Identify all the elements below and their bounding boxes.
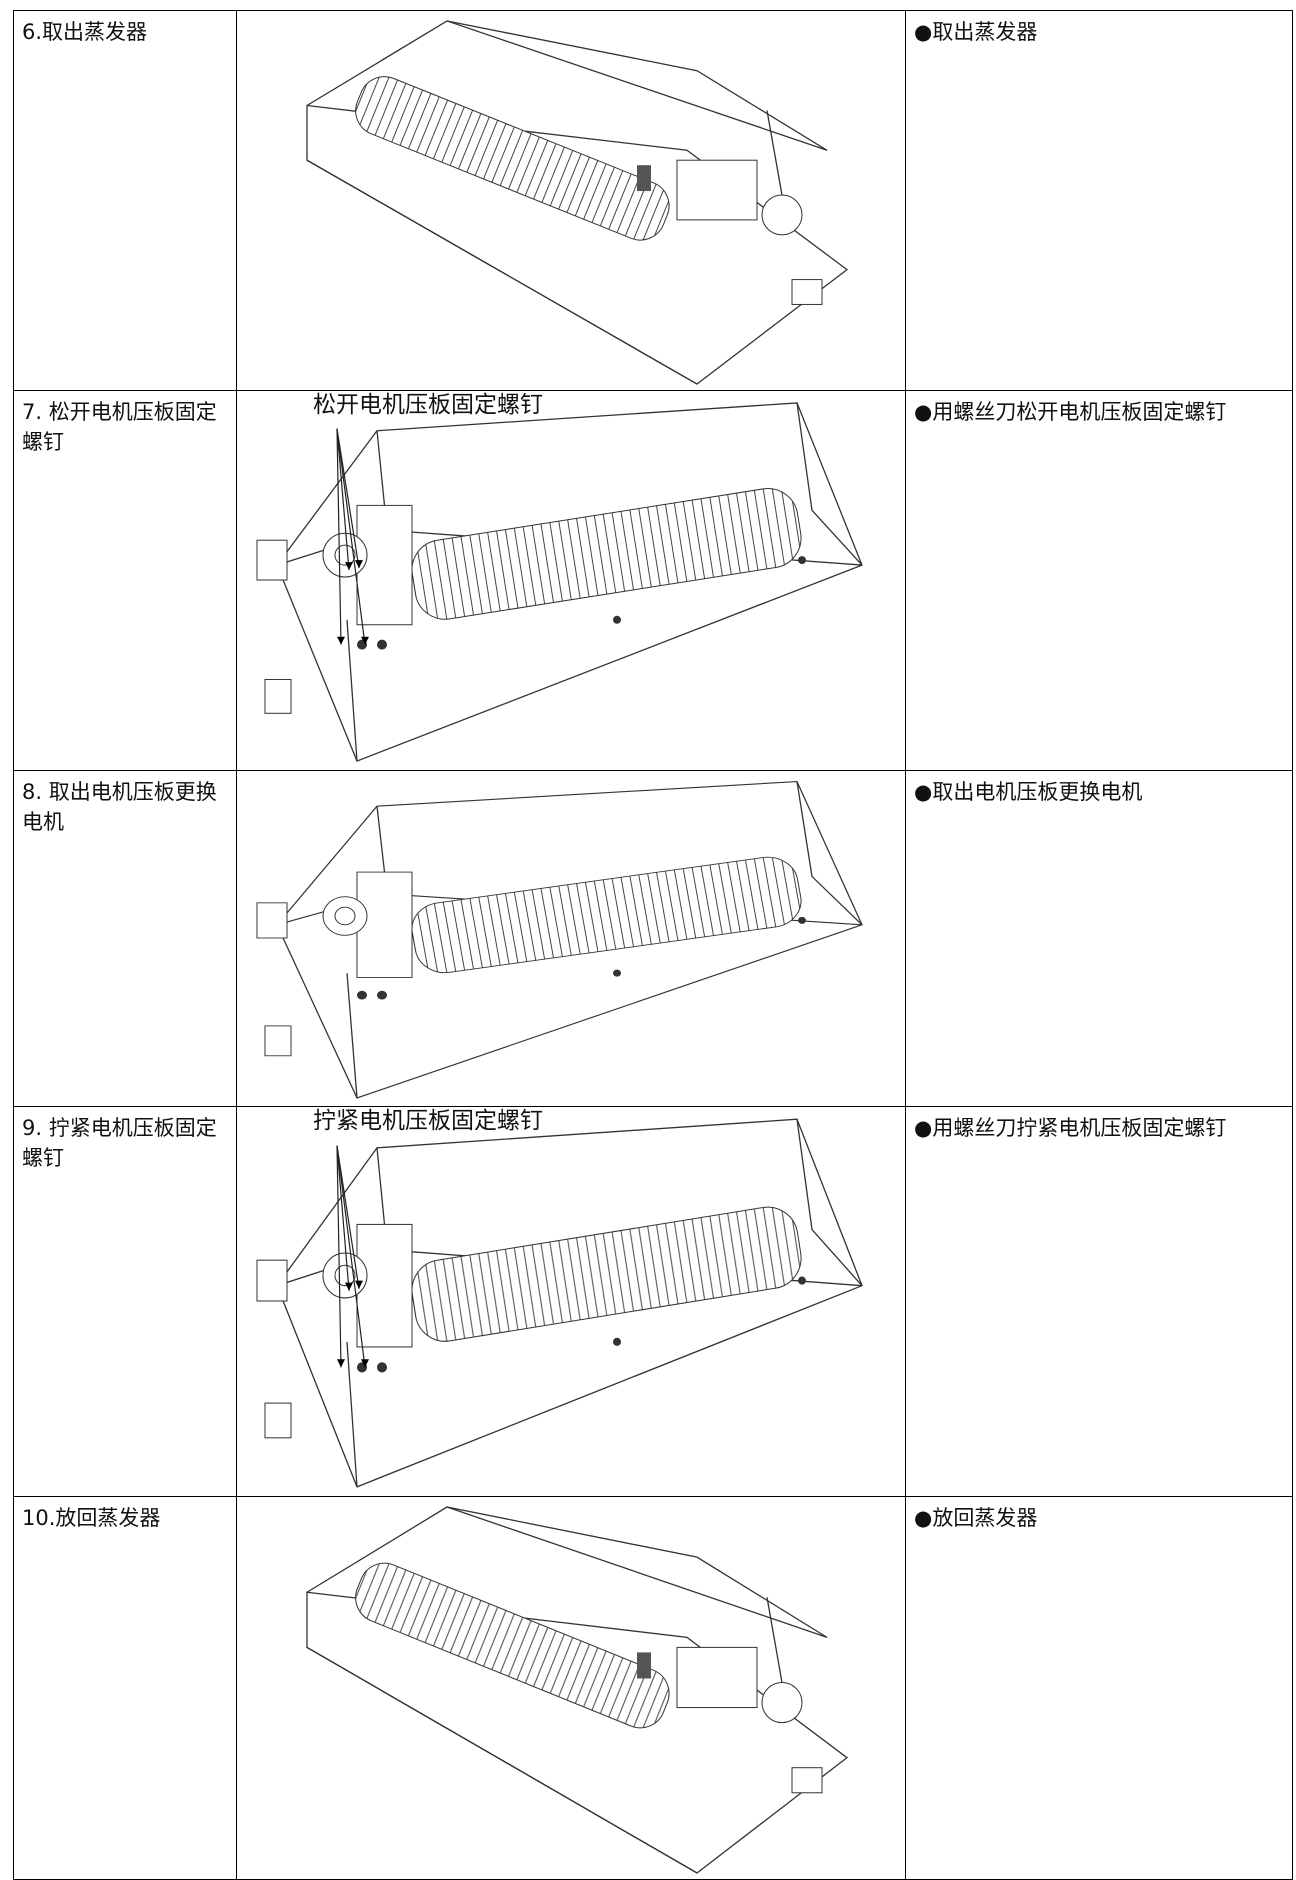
note-cell: ●用螺丝刀拧紧电机压板固定螺钉 (905, 1106, 1293, 1497)
step-cell: 7. 松开电机压板固定螺钉 (13, 390, 237, 771)
table-row: 9. 拧紧电机压板固定螺钉 拧紧电机压板固定螺钉 ●用螺丝刀拧紧电机压板固定螺钉 (13, 1106, 1293, 1497)
illustration (237, 1497, 905, 1878)
leader-line (336, 1145, 342, 1368)
table-row: 10.放回蒸发器 ●放回蒸发器 (13, 1496, 1293, 1880)
table-body: 6.取出蒸发器 ●取出蒸发器 7. 松开电机压板固定螺钉 松开电机压板固定螺钉 ●用螺丝… (13, 10, 1293, 1880)
arrow-head (345, 1282, 353, 1291)
unit-drawing (257, 403, 862, 761)
note-cell: ●放回蒸发器 (905, 1496, 1293, 1880)
steps-table: 6.取出蒸发器 ●取出蒸发器 7. 松开电机压板固定螺钉 松开电机压板固定螺钉 ●用螺丝… (13, 10, 1293, 1880)
leader-line (336, 428, 366, 645)
arrow-head (361, 636, 369, 645)
unit-drawing (257, 782, 862, 1098)
arrow-head (361, 1359, 369, 1368)
leader-line (336, 428, 350, 571)
arrow-head (355, 1280, 363, 1289)
note-cell: ●用螺丝刀松开电机压板固定螺钉 (905, 390, 1293, 771)
step-cell: 6.取出蒸发器 (13, 10, 237, 391)
image-cell: 拧紧电机压板固定螺钉 (236, 1106, 906, 1497)
unit-drawing (257, 1119, 862, 1487)
image-cell: 松开电机压板固定螺钉 (236, 390, 906, 771)
leader-line (336, 1145, 366, 1368)
callout-label: 松开电机压板固定螺钉 (313, 392, 543, 418)
unit-drawing (307, 21, 847, 384)
unit-drawing (307, 1507, 847, 1873)
leader-line (336, 428, 360, 569)
table-row: 8. 取出电机压板更换电机 ●取出电机压板更换电机 (13, 770, 1293, 1107)
table-row: 7. 松开电机压板固定螺钉 松开电机压板固定螺钉 ●用螺丝刀松开电机压板固定螺钉 (13, 390, 1293, 771)
arrow-head (355, 560, 363, 569)
callout-label: 拧紧电机压板固定螺钉 (313, 1108, 543, 1134)
illustration (237, 391, 905, 769)
illustration (237, 771, 905, 1105)
table-row: 6.取出蒸发器 ●取出蒸发器 (13, 10, 1293, 391)
illustration (237, 11, 905, 389)
arrow-head (337, 636, 345, 645)
leader-line (336, 1145, 350, 1291)
arrow-head (345, 562, 353, 571)
arrow-head (337, 1359, 345, 1368)
image-cell (236, 1496, 906, 1880)
leader-line (336, 428, 342, 645)
step-cell: 10.放回蒸发器 (13, 1496, 237, 1880)
note-cell: ●取出电机压板更换电机 (905, 770, 1293, 1107)
step-cell: 8. 取出电机压板更换电机 (13, 770, 237, 1107)
leader-line (336, 1145, 360, 1289)
image-cell (236, 10, 906, 391)
illustration (237, 1107, 905, 1495)
image-cell (236, 770, 906, 1107)
note-cell: ●取出蒸发器 (905, 10, 1293, 391)
step-cell: 9. 拧紧电机压板固定螺钉 (13, 1106, 237, 1497)
